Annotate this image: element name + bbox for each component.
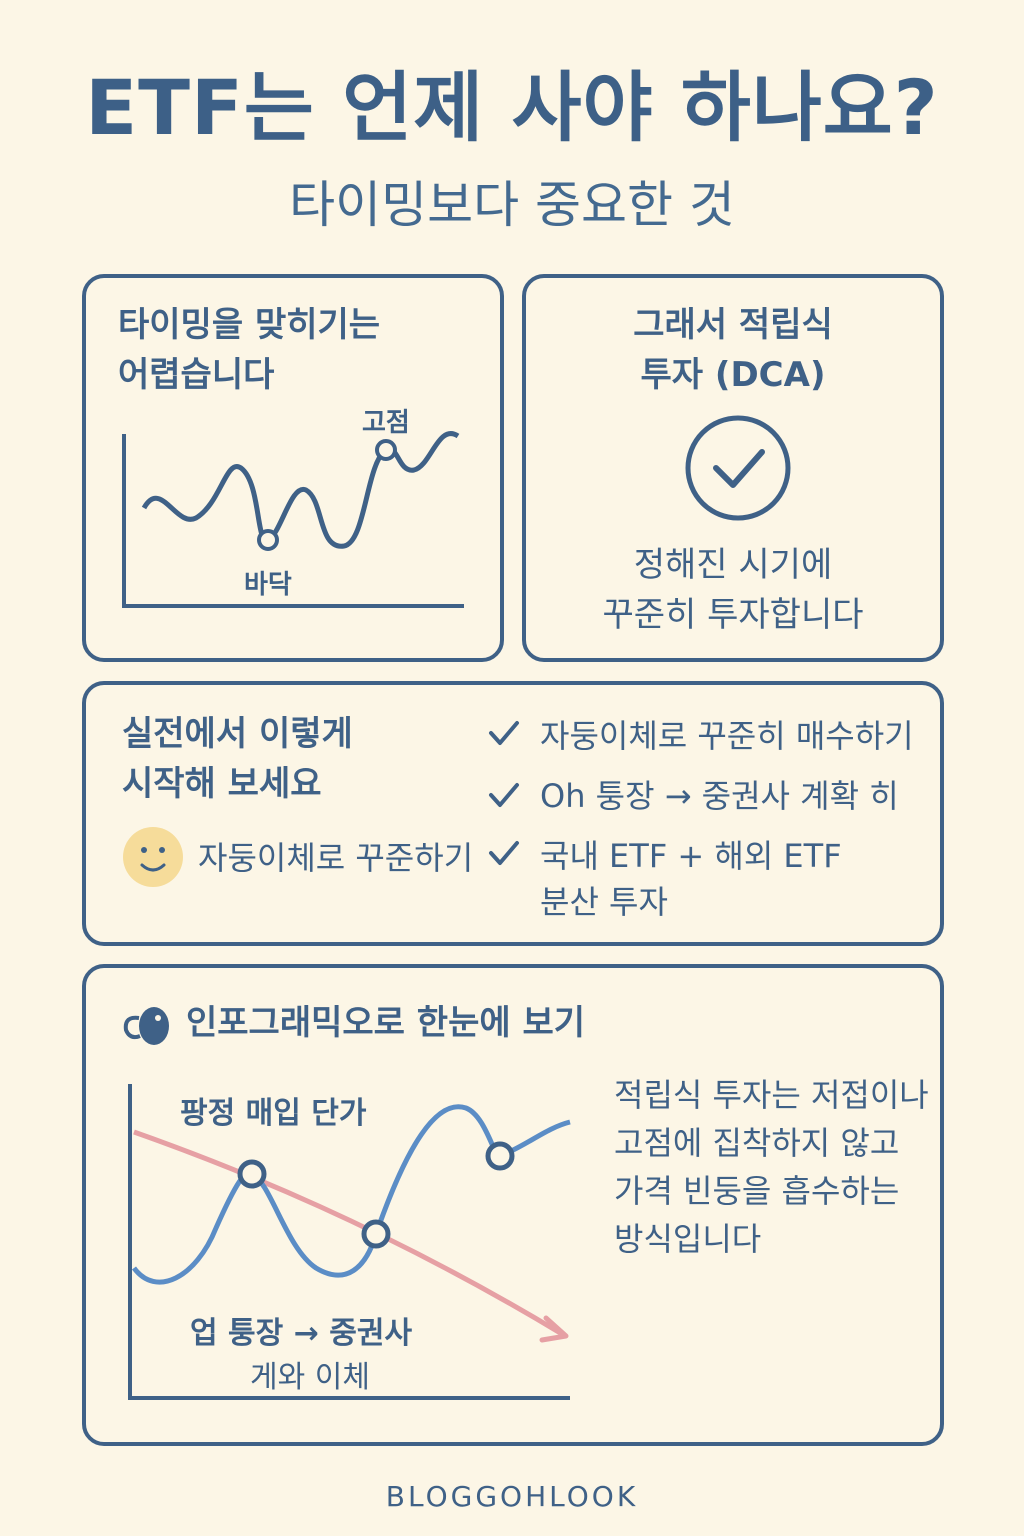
chart-label-transfer-line2: 게와 이체 [250,1360,370,1395]
dca-body-line1: 정해진 시기에 [633,545,833,585]
peak-marker [375,439,397,461]
checklist-item: 국내 ETF + 해외 ETF [540,837,842,875]
info-card: 인포그래믹오로 한눈에 보기 팡정 매입 단가 업 퉁장 → 중권사 게와 이체… [82,964,944,1446]
chart-label-transfer-line1: 업 퉁장 → 중권사 [190,1316,413,1351]
timing-heading-line2: 어렵습니다 [118,355,275,395]
start-heading-line1: 실전에서 이렇게 [122,714,353,754]
buy-point-marker [485,1141,515,1171]
info-desc-line3: 가격 빈둥을 흡수하는 [614,1172,900,1210]
buy-point-marker [361,1219,391,1249]
page-subtitle: 타이밍보다 중요한 것 [289,176,735,234]
timing-wave-chart [122,431,464,608]
piggy-icon [123,1007,169,1045]
info-desc-line2: 고점에 집착하지 않고 [614,1124,900,1162]
check-icon [486,835,522,871]
emoji-label: 자둥이체로 꾸준하기 [198,839,474,877]
timing-card: 타이밍을 맞히기는 어렵습니다 고점 바닥 [82,274,504,662]
info-desc-line4: 방식입니다 [614,1220,762,1258]
checklist-item: 자둥이체로 꾸준히 매수하기 [540,717,914,755]
chart-axes [122,434,464,608]
checklist-item-line2: 분산 투자 [540,883,668,921]
check-circle-icon [685,415,791,521]
bottom-marker [257,529,279,551]
avg-cost-line [133,1129,564,1337]
chart-label-avg-cost: 팡정 매입 단가 [180,1096,367,1131]
dca-card: 그래서 적립식 투자 (DCA) 정해진 시기에 꾸준히 투자합니다 [522,274,944,662]
start-card: 실전에서 이렇게 시작해 보세요 자둥이체로 꾸준하기 자둥이체로 꾸준히 매수… [82,681,944,946]
price-line [131,1104,571,1285]
page-title: ETF는 언제 사야 하나요? [85,63,939,152]
footer-brand: BLOGGOHLOOK [385,1480,639,1513]
start-heading-line2: 시작해 보세요 [122,764,322,804]
avg-cost-arrowhead [539,1315,569,1343]
dca-cost-chart [128,1084,571,1400]
smiley-face-icon [123,827,183,887]
check-icon [486,715,522,751]
info-heading: 인포그래믹오로 한눈에 보기 [186,1003,586,1043]
checklist-item: Oh 퉁장 → 중권사 계확 히 [540,777,899,815]
buy-point-marker [237,1159,267,1189]
peak-label: 고점 [362,408,410,438]
bottom-label: 바닥 [244,570,292,600]
dca-body-line2: 꾸준히 투자합니다 [602,595,864,635]
check-icon [486,777,522,813]
chart-axes [128,1084,570,1400]
info-desc-line1: 적립식 투자는 저접이나 [614,1076,929,1114]
timing-heading-line1: 타이밍을 맞히기는 [118,305,381,345]
dca-heading-line2: 투자 (DCA) [640,355,826,395]
price-wave-line [141,431,460,549]
dca-heading-line1: 그래서 적립식 [633,305,833,345]
